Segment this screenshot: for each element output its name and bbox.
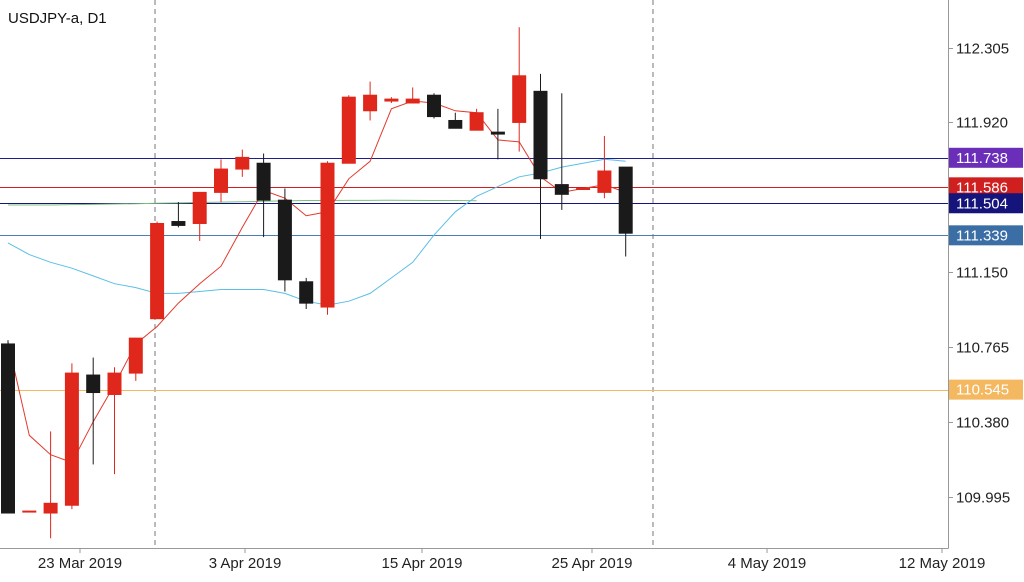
- candle: [256, 153, 271, 238]
- candle-body-bull: [512, 75, 527, 123]
- candle-body-bull: [597, 170, 612, 193]
- candle: [299, 277, 314, 309]
- candle: [320, 161, 335, 315]
- price-tag-111.738: 111.738: [949, 147, 1023, 168]
- x-tick-label: 12 May 2019: [899, 555, 986, 572]
- candle-body-bull: [214, 168, 228, 193]
- price-tag-111.586: 111.586: [949, 177, 1023, 198]
- candle-body-bull: [341, 96, 356, 164]
- price-tag-label: 111.586: [956, 179, 1008, 196]
- candle-body-bull: [576, 187, 591, 190]
- candle: [597, 136, 612, 199]
- candle-body-bull: [64, 372, 79, 506]
- y-tick-label: 111.920: [956, 115, 1008, 132]
- price-tag-label: 110.545: [956, 382, 1009, 399]
- candle-body-bear: [448, 119, 463, 129]
- candle: [128, 337, 143, 381]
- candle-body-bear: [427, 94, 441, 118]
- price-tag-110.545: 110.545: [949, 379, 1023, 400]
- candle-body-bear: [490, 131, 505, 135]
- candle-body-bull: [363, 94, 378, 112]
- candle-body-bull: [43, 502, 58, 514]
- candle: [150, 221, 165, 320]
- price-tag-111.339: 111.339: [949, 225, 1023, 246]
- candle: [22, 510, 37, 513]
- chart-frame: [0, 0, 949, 549]
- price-tag-bg: [949, 225, 1023, 246]
- candle-body-bear: [256, 162, 271, 201]
- candles: [1, 27, 633, 539]
- candle: [214, 159, 228, 203]
- candle: [1, 340, 15, 514]
- candle-body-bear: [618, 166, 633, 234]
- candle: [64, 363, 79, 510]
- candle: [277, 188, 292, 292]
- price-tag-bg: [949, 147, 1023, 168]
- price-tag-label: 111.339: [956, 227, 1008, 244]
- candle: [448, 112, 463, 129]
- candle: [512, 27, 527, 152]
- candle-body-bear: [533, 90, 548, 180]
- price-tag-bg: [949, 379, 1023, 400]
- candle-body-bear: [1, 343, 15, 514]
- candle-body-bull: [235, 156, 250, 170]
- price-tag-bg: [949, 193, 1023, 214]
- ma-long-line: [8, 199, 477, 206]
- candle: [554, 93, 569, 210]
- candle: [363, 81, 378, 121]
- candle: [490, 108, 505, 160]
- candle-body-bear: [86, 374, 101, 394]
- candle: [341, 95, 356, 164]
- chart-title: USDJPY-a, D1: [8, 10, 107, 27]
- candle-body-bull: [405, 98, 420, 104]
- price-tag-111.504: 111.504: [949, 193, 1023, 214]
- candle: [192, 191, 207, 241]
- candle: [427, 93, 441, 119]
- candle-body-bull: [384, 98, 399, 102]
- candle: [171, 202, 186, 228]
- price-tag-label: 111.738: [956, 150, 1008, 167]
- candle: [533, 73, 548, 240]
- candle-body-bear: [299, 281, 314, 304]
- x-tick-label: 3 Apr 2019: [209, 555, 282, 572]
- x-tick-label: 4 May 2019: [728, 555, 806, 572]
- candle-body-bull: [192, 191, 207, 224]
- candle: [107, 367, 122, 475]
- candle: [43, 431, 58, 539]
- candle-body-bear: [277, 199, 292, 281]
- y-tick-label: 109.995: [956, 490, 1010, 507]
- candle: [384, 97, 399, 103]
- candle: [576, 187, 591, 190]
- candle: [405, 87, 420, 104]
- x-tick-label: 25 Apr 2019: [552, 555, 633, 572]
- candle: [618, 166, 633, 257]
- candle-body-bull: [150, 222, 165, 320]
- candle: [469, 108, 484, 131]
- candle-body-bull: [469, 112, 484, 131]
- candle-body-bull: [107, 372, 122, 395]
- x-tick-label: 15 Apr 2019: [382, 555, 463, 572]
- x-tick-label: 23 Mar 2019: [38, 555, 122, 572]
- y-tick-label: 110.380: [956, 415, 1009, 432]
- candle-body-bear: [171, 221, 186, 226]
- candle: [86, 357, 101, 465]
- price-tag-bg: [949, 177, 1023, 198]
- price-tag-label: 111.504: [956, 195, 1008, 212]
- ma-slow-line: [7, 158, 626, 306]
- y-tick-label: 112.305: [956, 41, 1009, 58]
- y-tick-label: 111.150: [956, 265, 1008, 282]
- candle-body-bull: [128, 337, 143, 374]
- candle-body-bull: [22, 510, 37, 513]
- y-axis: 112.305 111.920 111.150 110.765 110.380 109.9…: [948, 41, 1010, 507]
- candle-body-bear: [554, 184, 569, 195]
- candle-body-bull: [320, 162, 335, 308]
- y-tick-label: 110.765: [956, 340, 1009, 357]
- candle: [235, 149, 250, 177]
- x-axis: 23 Mar 2019 3 Apr 2019 15 Apr 2019 25 Apr 2…: [38, 548, 985, 572]
